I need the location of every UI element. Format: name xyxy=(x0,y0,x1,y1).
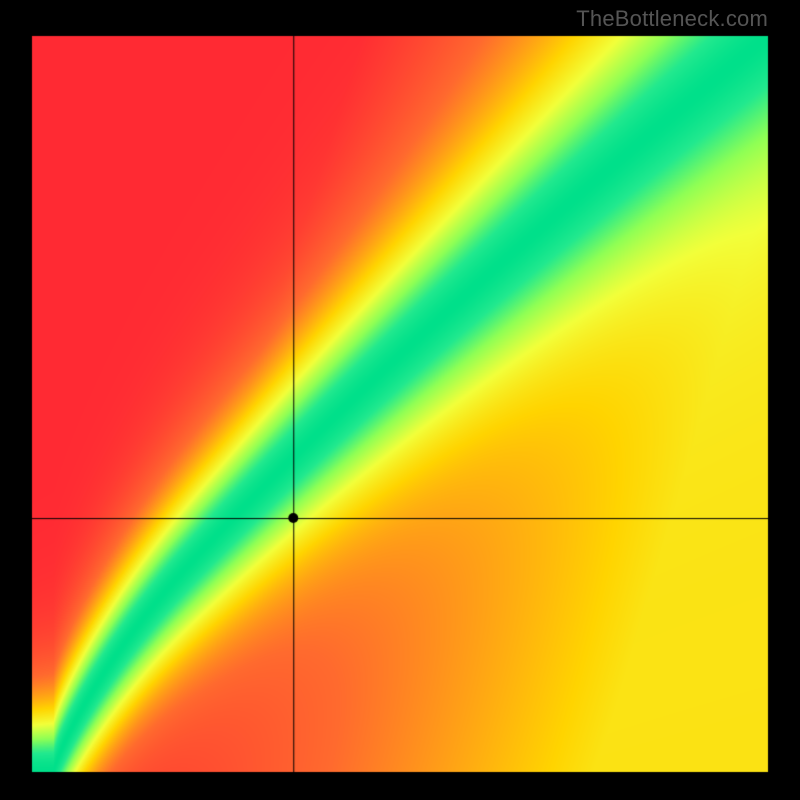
chart-container: TheBottleneck.com xyxy=(0,0,800,800)
bottleneck-heatmap xyxy=(0,0,800,800)
attribution-label: TheBottleneck.com xyxy=(576,6,768,32)
